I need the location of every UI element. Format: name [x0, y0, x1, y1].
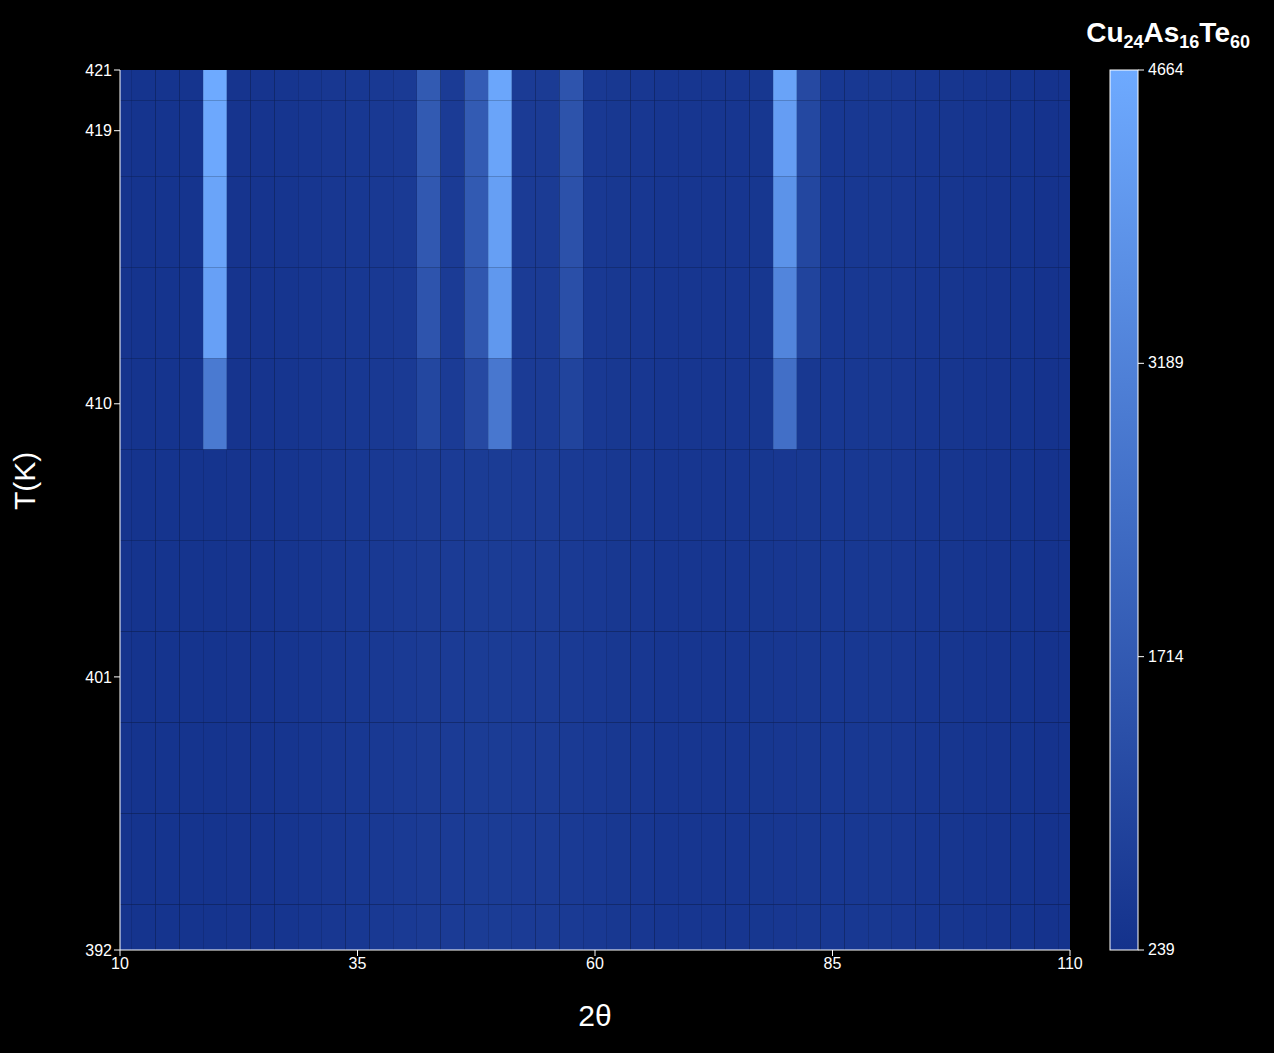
svg-text:401: 401	[85, 669, 112, 686]
svg-text:4664: 4664	[1148, 61, 1184, 78]
svg-text:10: 10	[111, 955, 129, 972]
svg-text:60: 60	[586, 955, 604, 972]
svg-text:419: 419	[85, 122, 112, 139]
svg-text:T(K): T(K)	[8, 452, 41, 510]
svg-text:2θ: 2θ	[578, 999, 611, 1032]
svg-text:239: 239	[1148, 941, 1175, 958]
svg-text:Cu24As16Te60: Cu24As16Te60	[1086, 17, 1250, 52]
svg-text:85: 85	[824, 955, 842, 972]
svg-text:392: 392	[85, 942, 112, 959]
svg-text:110: 110	[1057, 955, 1083, 972]
svg-text:1714: 1714	[1148, 648, 1184, 665]
svg-text:3189: 3189	[1148, 354, 1184, 371]
svg-text:421: 421	[85, 62, 112, 79]
svg-text:35: 35	[349, 955, 367, 972]
svg-text:410: 410	[85, 395, 112, 412]
